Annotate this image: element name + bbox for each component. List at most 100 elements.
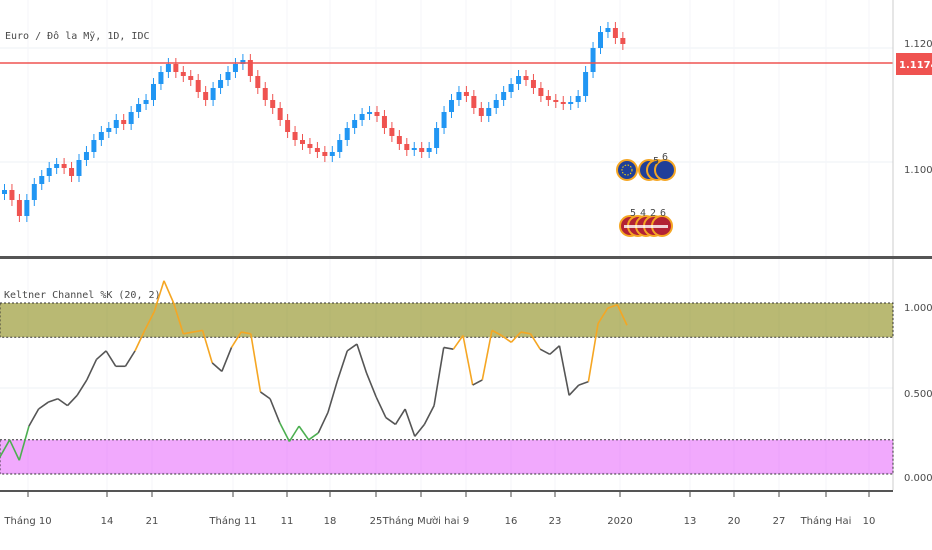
percent-k-segment [568, 384, 580, 396]
candle-body [612, 28, 618, 38]
pane-separator[interactable] [0, 256, 932, 259]
candle-body [352, 120, 358, 128]
candle-body [329, 152, 335, 156]
percent-k-segment [529, 333, 541, 350]
candle-body [83, 152, 89, 160]
grid [0, 0, 893, 490]
candle-body [136, 104, 142, 112]
indicator-axis-label: 1.00000 [904, 303, 932, 314]
percent-k-segment [163, 280, 175, 304]
percent-k-segment [298, 425, 310, 441]
candle-body [180, 72, 186, 76]
candle-body [426, 148, 432, 152]
candle-body [523, 76, 529, 80]
eu-flag-icon[interactable]: 5 6 [638, 152, 676, 181]
percent-k-segment [607, 303, 618, 309]
candle-body [322, 152, 328, 156]
percent-k-segment [472, 379, 483, 386]
candle-body [486, 108, 492, 116]
time-axis-border [0, 490, 893, 492]
event-count-d: 4 [640, 208, 646, 219]
percent-k-segment [221, 347, 233, 372]
price-axis-label: 1.12000 [904, 39, 932, 50]
candle-body [2, 190, 7, 194]
time-axis-label: 9 [463, 516, 469, 527]
percent-k-line [0, 280, 628, 461]
candle-body [255, 76, 261, 88]
percent-k-segment [288, 425, 300, 442]
us-flag-icon[interactable]: 5 4 2 6 [619, 208, 673, 237]
event-count-e: 2 [650, 208, 656, 219]
eu-flag-icon[interactable] [616, 159, 638, 181]
main-pane[interactable]: Euro / Đô la Mỹ, 1D, IDC 5 6 [0, 22, 893, 237]
candle-body [337, 140, 343, 152]
candle-body [39, 176, 45, 184]
time-axis-label: 25 [370, 516, 383, 527]
percent-k-segment [153, 280, 165, 312]
candle-body [292, 132, 298, 140]
candle-body [367, 112, 373, 114]
candle-body [277, 108, 283, 120]
percent-k-segment [192, 329, 203, 333]
percent-k-segment [28, 408, 40, 427]
percent-k-segment [57, 398, 68, 407]
indicator-pane[interactable]: Keltner Channel %K (20, 2) 1.00000 0.500… [0, 280, 932, 484]
percent-k-segment [578, 380, 589, 386]
event-count-b: 6 [662, 152, 668, 163]
candle-body [173, 64, 179, 72]
current-price-label: 1.11746 [899, 60, 932, 71]
percent-k-segment [558, 345, 570, 396]
candle-body [31, 184, 37, 200]
time-axis-label: 11 [281, 516, 294, 527]
indicator-title: Keltner Channel %K (20, 2) [4, 290, 161, 301]
candle-body [218, 80, 224, 88]
time-axis-label: 2020 [607, 516, 632, 527]
candle-body [270, 100, 276, 108]
candle-body [143, 100, 149, 104]
candle-body [605, 28, 611, 32]
candle-body [560, 102, 566, 104]
time-axis-label: 23 [549, 516, 562, 527]
percent-k-segment [143, 311, 156, 331]
percent-k-segment [414, 423, 426, 437]
percent-k-segment [346, 343, 358, 352]
price-axis-label: 1.10000 [904, 165, 932, 176]
percent-k-segment [230, 331, 242, 348]
time-axis-label: Tháng 10 [3, 515, 51, 527]
percent-k-segment [172, 302, 185, 335]
candle-body [359, 114, 365, 120]
time-axis-label: 13 [684, 516, 697, 527]
percent-k-segment [124, 350, 136, 367]
percent-k-segment [616, 304, 628, 326]
time-axis-labels: Tháng 10 14 21 Tháng 11 11 18 25 Tháng Mười hai… [3, 492, 875, 527]
candle-body [441, 112, 447, 128]
candle-body [516, 76, 522, 84]
upper-band [0, 302, 894, 338]
candle-body [620, 38, 626, 44]
time-axis-label: 21 [146, 516, 159, 527]
percent-k-segment [76, 379, 88, 396]
candle-body [247, 60, 253, 76]
event-count-c: 5 [630, 208, 636, 219]
percent-k-segment [0, 439, 11, 458]
price-axis[interactable]: 1.12000 1.10000 1.11746 [892, 0, 932, 490]
time-axis[interactable]: Tháng 10 14 21 Tháng 11 11 18 25 Tháng Mười hai… [0, 490, 893, 527]
candle-body [374, 112, 380, 116]
percent-k-segment [66, 394, 78, 407]
percent-k-segment [510, 331, 522, 343]
time-axis-label: 14 [101, 516, 114, 527]
percent-k-segment [327, 379, 339, 413]
event-icons[interactable]: 5 6 5 4 2 6 [616, 152, 676, 237]
candle-body [501, 92, 507, 100]
percent-k-segment [501, 334, 512, 343]
percent-k-segment [520, 331, 531, 335]
candle-body [434, 128, 440, 148]
percent-k-segment [404, 408, 416, 437]
candle-body [91, 140, 97, 152]
candle-body [188, 76, 194, 80]
candle-body [210, 88, 216, 100]
percent-k-segment [597, 307, 609, 324]
time-axis-label: 27 [773, 516, 786, 527]
percent-k-segment [549, 345, 561, 355]
